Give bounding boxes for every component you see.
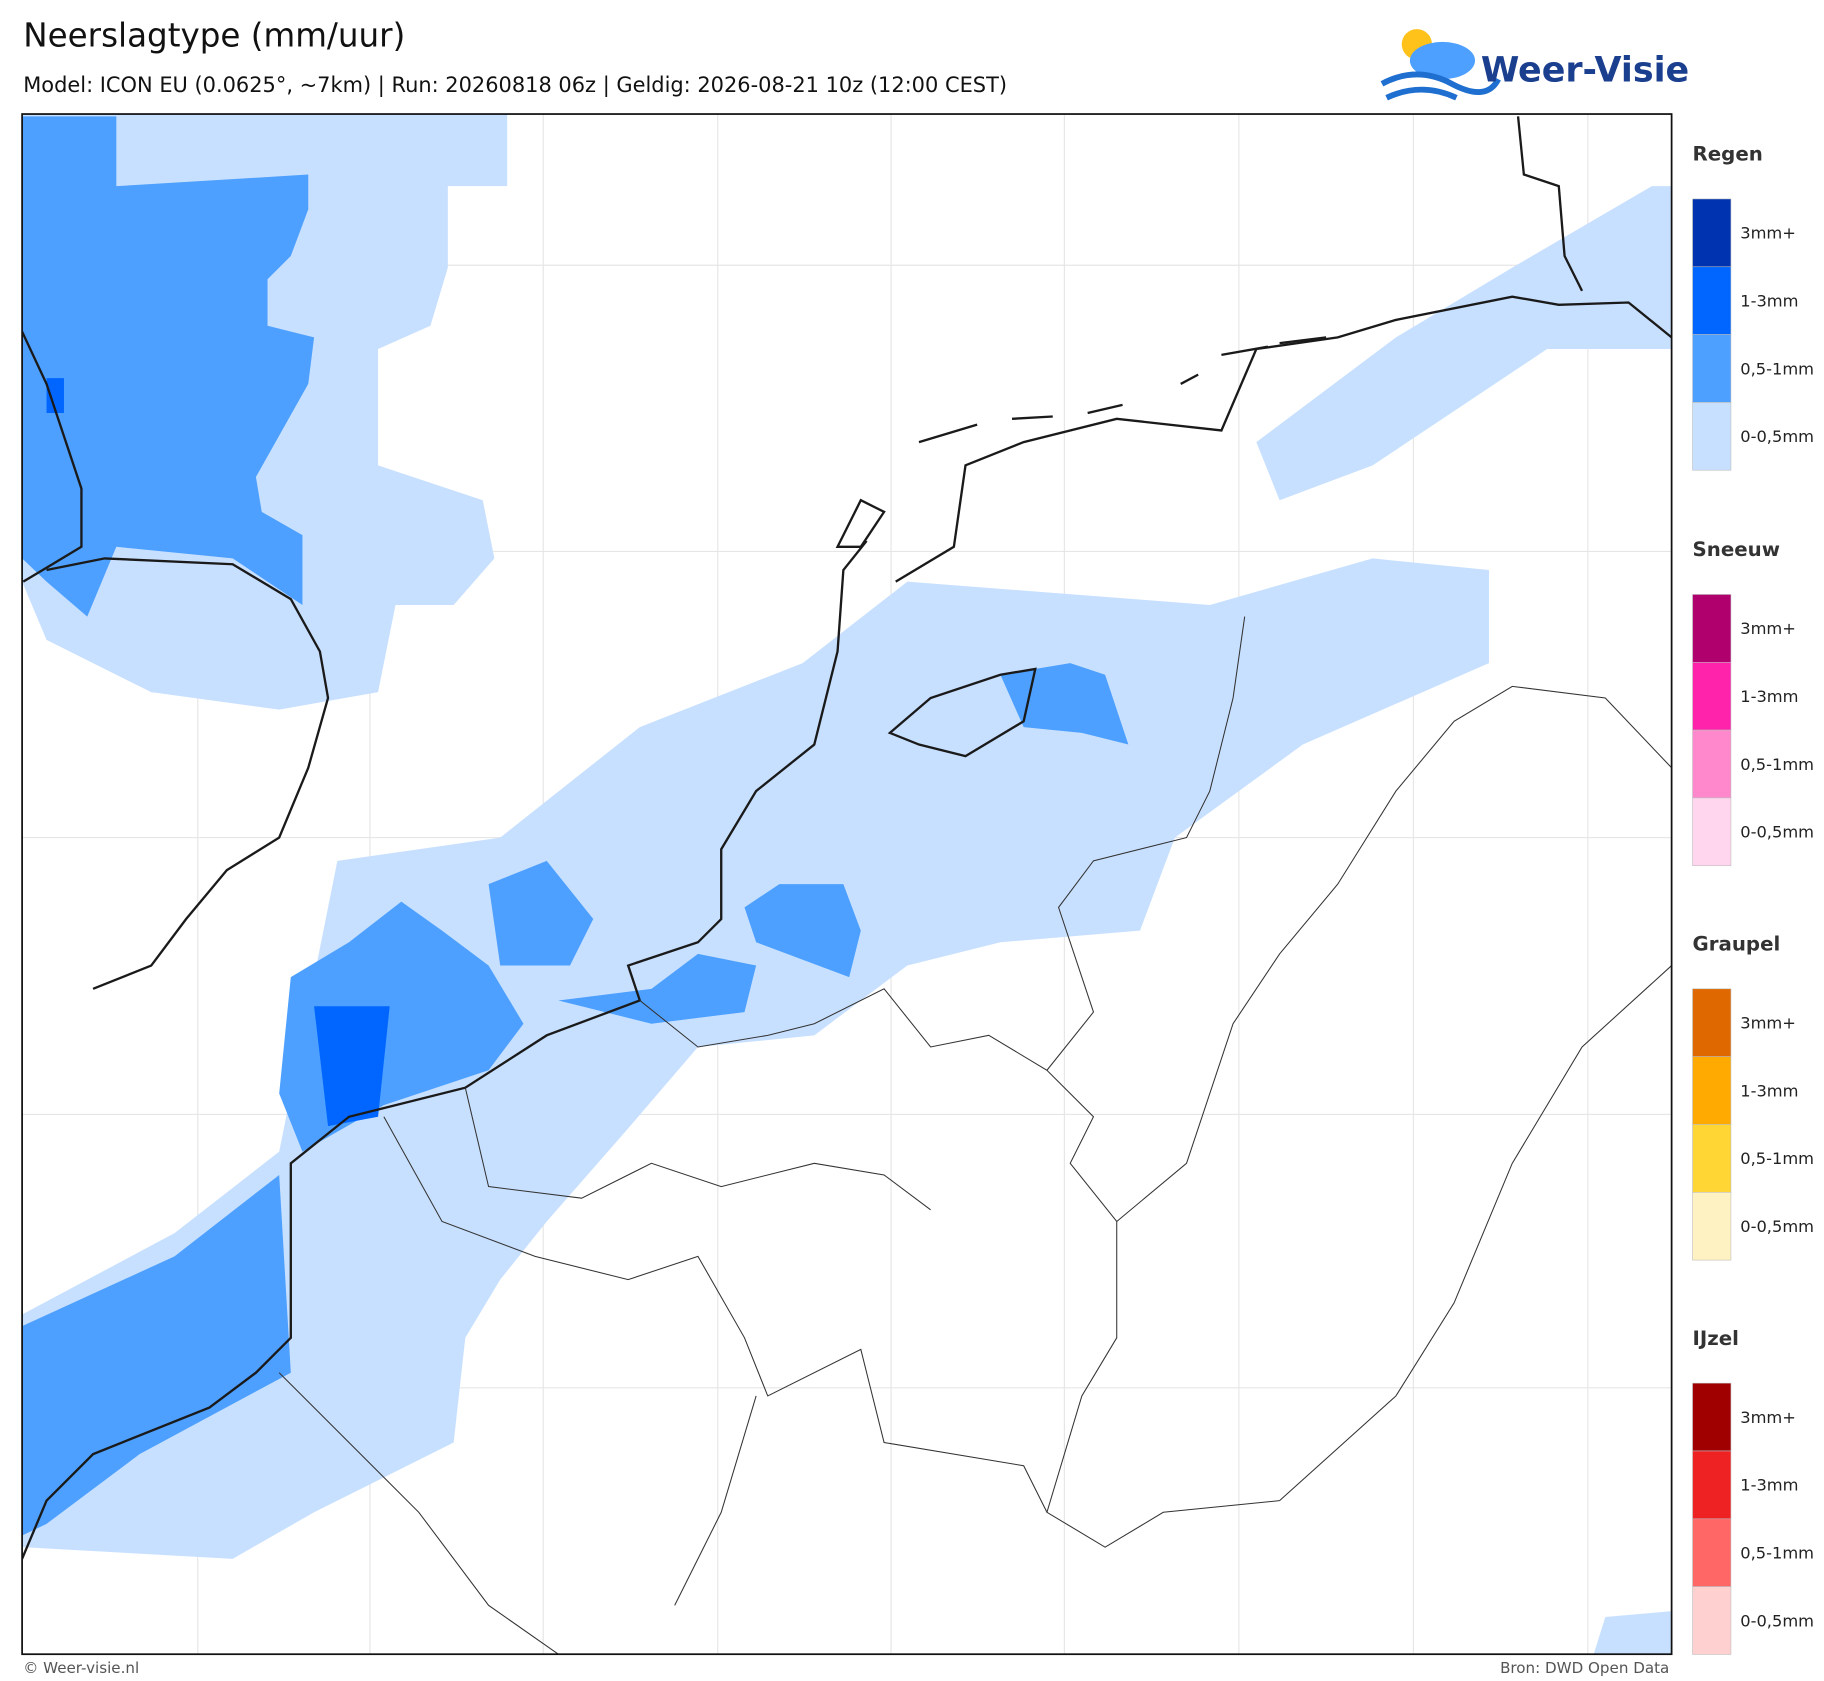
logo-cloud	[1409, 41, 1476, 80]
legend-label: 0-0,5mm	[1740, 1217, 1814, 1236]
legend-label: 3mm+	[1740, 619, 1796, 638]
legend-swatch	[1692, 1191, 1732, 1261]
legend-label: 0-0,5mm	[1740, 823, 1814, 842]
legend-label: 0-0,5mm	[1740, 427, 1814, 446]
title: Neerslagtype (mm/uur)	[23, 17, 405, 55]
legend-swatch	[1692, 1382, 1732, 1452]
legend-swatch	[1692, 266, 1732, 335]
legend-swatch	[1692, 334, 1732, 403]
legend-title: Sneeuw	[1693, 538, 1780, 561]
map	[22, 114, 1672, 1655]
legend-swatch	[1692, 729, 1732, 799]
precipitation	[22, 114, 1672, 1655]
legend-title: Graupel	[1693, 932, 1781, 955]
legend-label: 3mm+	[1740, 1408, 1796, 1427]
source: Bron: DWD Open Data	[1500, 1659, 1669, 1677]
legend-swatch	[1692, 1450, 1732, 1520]
legend-label: 1-3mm	[1740, 1081, 1798, 1100]
legend-label: 1-3mm	[1740, 292, 1798, 311]
legend-swatch	[1692, 1586, 1732, 1655]
legend-title: IJzel	[1693, 1327, 1739, 1350]
legend-label: 3mm+	[1740, 1014, 1796, 1033]
subtitle: Model: ICON EU (0.0625°, ~7km) | Run: 20…	[23, 73, 1007, 98]
legend-label: 0-0,5mm	[1740, 1611, 1814, 1630]
legend-swatch	[1692, 594, 1732, 663]
legend-label: 0,5-1mm	[1740, 755, 1814, 774]
borders	[278, 616, 1672, 1655]
logo-text: Weer-Visie	[1481, 50, 1689, 90]
legend-swatch	[1692, 402, 1732, 471]
legend-swatch	[1692, 1056, 1732, 1125]
legend-swatch	[1692, 1518, 1732, 1587]
legend-title: Regen	[1693, 143, 1763, 166]
legend: Regen 3mm+ 1-3mm 0,5-1mm 0-0,5mm Sneeuw 3mm+ 1-…	[1692, 143, 1814, 1655]
map-frame	[21, 113, 1673, 1656]
legend-swatch	[1692, 1124, 1732, 1193]
legend-label: 0,5-1mm	[1740, 1149, 1814, 1168]
legend-swatch	[1692, 988, 1732, 1057]
legend-label: 3mm+	[1740, 224, 1796, 243]
logo: Weer-Visie	[1380, 29, 1689, 101]
copyright: © Weer-visie.nl	[23, 1659, 139, 1677]
legend-label: 0,5-1mm	[1740, 359, 1814, 378]
logo-wave	[1380, 71, 1501, 101]
legend-label: 1-3mm	[1740, 1476, 1798, 1495]
coastlines	[22, 116, 1672, 1560]
legend-swatch	[1692, 797, 1732, 867]
legend-label: 0,5-1mm	[1740, 1544, 1814, 1563]
legend-label: 1-3mm	[1740, 687, 1798, 706]
legend-swatch	[1692, 661, 1732, 731]
legend-swatch	[1692, 198, 1732, 268]
